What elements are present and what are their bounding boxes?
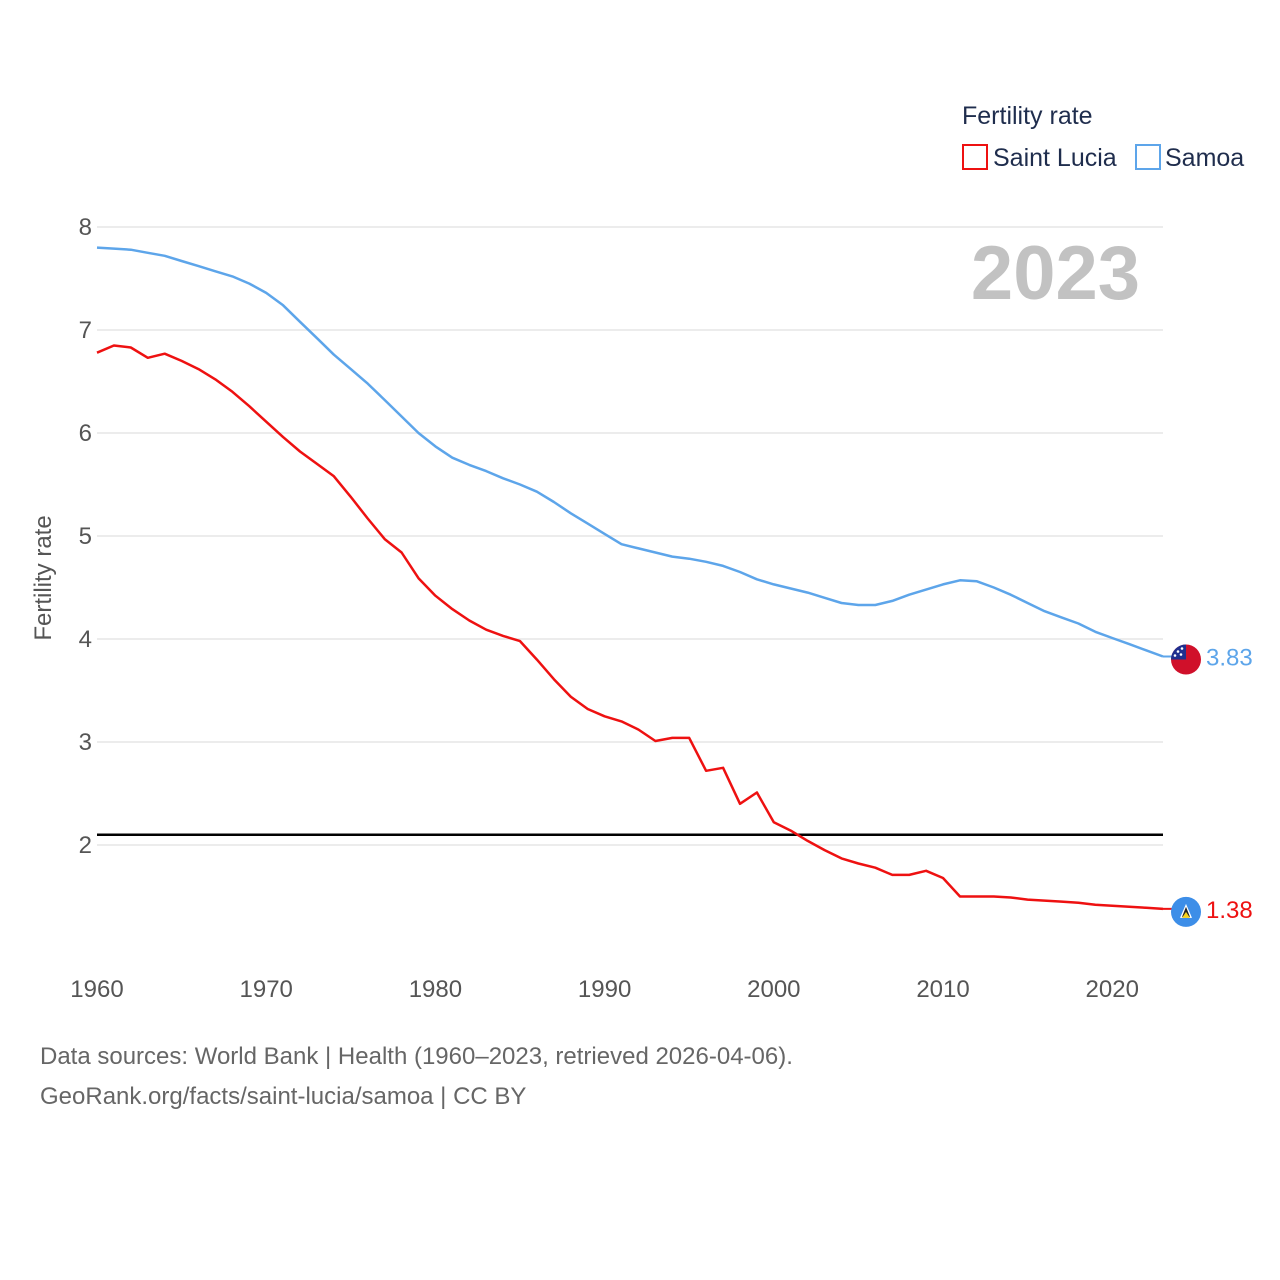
legend-swatch-samoa [1135, 144, 1161, 170]
y-tick-label: 5 [79, 523, 92, 550]
end-value-label-saint-lucia: 1.38 [1206, 897, 1253, 924]
x-tick-label: 1980 [409, 976, 462, 1003]
x-tick-label: 1970 [240, 976, 293, 1003]
end-value-label-samoa: 3.83 [1206, 645, 1253, 672]
legend-item-saint-lucia[interactable]: Saint Lucia [962, 144, 1117, 172]
legend: Fertility rate Saint Lucia Samoa [962, 102, 1244, 172]
end-markers: 1.38 3.83 [1163, 644, 1253, 927]
y-tick-label: 6 [79, 420, 92, 447]
y-tick-label: 8 [79, 214, 92, 241]
gridlines [97, 226, 1163, 846]
saint-lucia-flag-icon [1171, 896, 1201, 927]
legend-label-samoa: Samoa [1165, 144, 1244, 172]
y-tick-label: 3 [79, 729, 92, 756]
y-tick-label: 7 [79, 317, 92, 344]
x-tick-label: 2010 [916, 976, 969, 1003]
legend-label-saint-lucia: Saint Lucia [993, 144, 1117, 172]
series-line-samoa[interactable] [96, 246, 1164, 658]
legend-item-samoa[interactable]: Samoa [1135, 144, 1244, 172]
series-line-saint-lucia[interactable] [96, 344, 1164, 911]
x-tick-label: 2020 [1086, 976, 1139, 1003]
y-axis-title: Fertility rate [30, 515, 57, 640]
x-axis-ticks: 1960 1970 1980 1990 2000 2010 2020 [70, 976, 1139, 1003]
year-watermark: 2023 [971, 231, 1140, 316]
legend-title: Fertility rate [962, 102, 1093, 130]
series-lines [96, 246, 1164, 911]
legend-swatch-saint-lucia [962, 144, 988, 170]
x-tick-label: 2000 [747, 976, 800, 1003]
credit-link[interactable]: GeoRank.org/facts/saint-lucia/samoa | CC… [40, 1083, 527, 1110]
y-axis-ticks: 2 3 4 5 6 7 8 [79, 214, 92, 859]
samoa-flag-icon [1171, 644, 1201, 675]
y-tick-label: 4 [79, 626, 92, 653]
y-tick-label: 2 [79, 832, 92, 859]
x-tick-label: 1960 [70, 976, 123, 1003]
data-source-note: Data sources: World Bank | Health (1960–… [40, 1043, 793, 1070]
x-tick-label: 1990 [578, 976, 631, 1003]
